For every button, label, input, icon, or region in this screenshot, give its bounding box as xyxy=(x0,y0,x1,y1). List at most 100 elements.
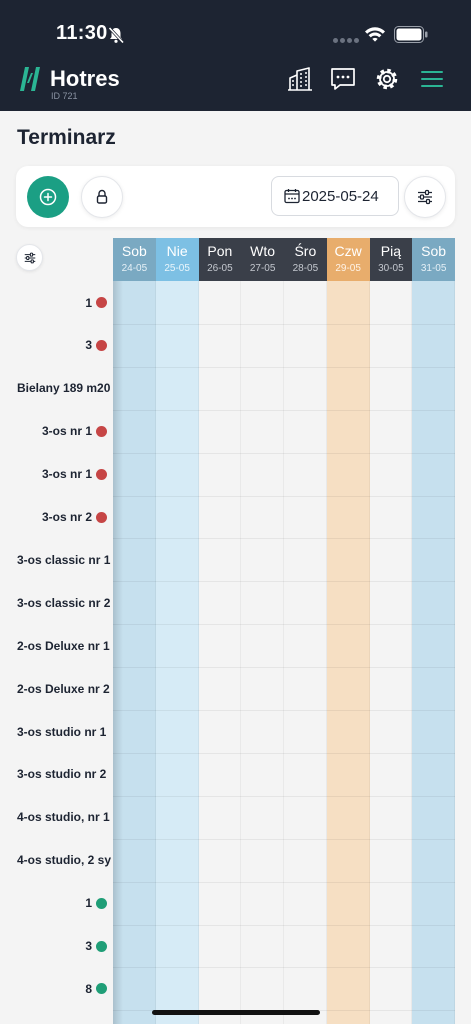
cellular-signal-icon xyxy=(333,38,359,43)
row-divider xyxy=(113,967,455,969)
room-row-label[interactable]: 4-os studio, nr 1 xyxy=(0,796,113,839)
lock-button[interactable] xyxy=(81,176,123,218)
room-row-label[interactable]: 3-os nr 1 xyxy=(0,453,113,496)
bell-off-icon xyxy=(108,26,125,44)
day-name: Czw xyxy=(334,243,362,259)
day-header[interactable]: Nie 25-05 xyxy=(155,238,199,281)
day-header[interactable]: Pon 26-05 xyxy=(198,238,242,281)
add-reservation-button[interactable] xyxy=(27,176,69,218)
day-name: Sob xyxy=(421,243,447,259)
settings-gear-icon[interactable] xyxy=(374,66,400,92)
row-divider xyxy=(113,581,455,583)
day-column[interactable] xyxy=(241,281,284,1024)
lock-icon xyxy=(96,189,108,204)
room-row-label[interactable]: 3-os classic nr 2 xyxy=(0,581,113,624)
room-row-label[interactable]: 2-os Deluxe nr 2 xyxy=(0,667,113,710)
room-row-label[interactable]: 3 xyxy=(0,324,113,367)
day-column[interactable] xyxy=(369,281,413,1024)
row-divider xyxy=(113,924,455,926)
buildings-icon[interactable] xyxy=(287,66,313,92)
day-name: Pią xyxy=(380,243,401,259)
room-status-dot xyxy=(96,983,107,995)
day-header[interactable]: Sob 24-05 xyxy=(113,238,156,281)
date-picker-button[interactable]: 2025-05-24 xyxy=(271,176,399,216)
room-status-dot xyxy=(96,297,107,308)
day-header[interactable]: Wto 27-05 xyxy=(241,238,284,281)
calendar-toolbar: 2025-05-24 xyxy=(16,166,455,227)
room-row-label[interactable]: 3 xyxy=(0,925,113,968)
day-header[interactable]: Sob 31-05 xyxy=(412,238,455,281)
room-row-label[interactable]: 4-os studio, 2 sy xyxy=(0,839,113,882)
room-status-dot xyxy=(96,468,107,480)
room-name: 3 xyxy=(85,338,92,353)
room-name: 1 xyxy=(85,896,92,911)
hamburger-menu-icon[interactable] xyxy=(419,66,445,92)
room-name: 3-os classic nr 2 xyxy=(17,595,111,610)
plus-circle-icon xyxy=(39,188,57,206)
room-status-dot xyxy=(96,425,107,437)
room-row-label[interactable]: 2-os Deluxe nr 1 xyxy=(0,624,113,667)
sliders-icon xyxy=(418,189,432,205)
room-status-dot xyxy=(96,511,107,523)
room-name: Bielany 189 m20 xyxy=(17,381,111,396)
rooms-filter-button[interactable] xyxy=(16,244,43,271)
hotres-logo-icon xyxy=(20,67,40,91)
day-header[interactable]: Śro 28-05 xyxy=(284,238,327,281)
row-divider xyxy=(113,667,455,669)
room-row-label[interactable]: 1 xyxy=(0,281,113,324)
room-row-label[interactable]: 8 xyxy=(0,967,113,1010)
room-name: 3-os studio nr 1 xyxy=(17,724,107,739)
day-column[interactable] xyxy=(326,281,370,1024)
room-name: 3-os nr 2 xyxy=(41,510,92,524)
day-date: 30-05 xyxy=(378,263,404,274)
room-row-label[interactable]: Bielany 189 m20 xyxy=(0,367,113,410)
day-name: Sob xyxy=(121,243,147,259)
day-name: Nie xyxy=(166,243,188,259)
room-status-dot xyxy=(96,897,107,909)
home-indicator xyxy=(152,1010,320,1015)
day-date: 26-05 xyxy=(207,263,233,274)
day-column[interactable] xyxy=(198,281,242,1024)
messages-icon[interactable] xyxy=(330,66,356,92)
room-name: 8 xyxy=(85,981,92,996)
room-row-label[interactable]: 1 xyxy=(0,882,113,925)
row-divider xyxy=(113,752,455,754)
day-column[interactable] xyxy=(155,281,199,1024)
room-row-label[interactable]: 3-os nr 1 xyxy=(0,410,113,453)
grid-row-lines xyxy=(113,281,455,1024)
calendar-grid xyxy=(113,281,455,1024)
grid-shadow xyxy=(113,281,123,1024)
battery-icon xyxy=(394,26,428,43)
day-column[interactable] xyxy=(412,281,455,1024)
room-row-label[interactable]: 3-os studio nr 1 xyxy=(0,710,113,753)
room-row-label[interactable]: 3-os classic nr 1 xyxy=(0,538,113,581)
room-name: 3-os classic nr 1 xyxy=(17,552,111,567)
row-divider xyxy=(113,624,455,626)
day-column[interactable] xyxy=(113,281,156,1024)
day-name: Wto xyxy=(250,243,276,259)
wifi-icon xyxy=(365,27,385,42)
row-divider xyxy=(113,838,455,840)
day-header[interactable]: Pią 30-05 xyxy=(369,238,413,281)
room-name: 3-os nr 1 xyxy=(41,467,92,482)
page-title: Terminarz xyxy=(17,126,116,149)
row-divider xyxy=(113,409,455,411)
room-name: 2-os Deluxe nr 2 xyxy=(17,681,110,696)
room-name: 2-os Deluxe nr 1 xyxy=(17,638,110,653)
toolbar-filter-button[interactable] xyxy=(404,176,446,218)
day-name: Śro xyxy=(294,243,317,259)
room-row-label[interactable] xyxy=(0,1010,113,1024)
room-name: 3-os nr 1 xyxy=(41,424,92,439)
status-time: 11:30 xyxy=(56,22,108,44)
row-divider xyxy=(113,366,455,368)
row-divider xyxy=(113,323,455,325)
room-status-dot xyxy=(96,339,107,351)
room-name: 3 xyxy=(85,939,92,953)
day-header[interactable]: Czw 29-05 xyxy=(326,238,370,281)
room-row-label[interactable]: 3-os studio nr 2 xyxy=(0,753,113,796)
day-date: 28-05 xyxy=(292,263,319,274)
row-divider xyxy=(113,495,455,497)
room-row-label[interactable]: 3-os nr 2 xyxy=(0,496,113,539)
day-column[interactable] xyxy=(284,281,327,1024)
row-divider xyxy=(113,710,455,711)
